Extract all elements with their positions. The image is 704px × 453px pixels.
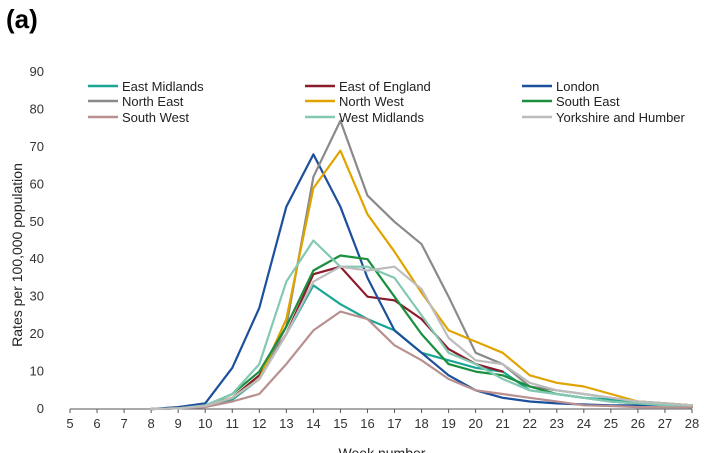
y-tick-label: 40 xyxy=(30,251,44,266)
chart-axes: 0 10 20 30 40 50 60 70 80 90 5 6 7 8 9 10 11 12 13 14 15 16 17… xyxy=(30,64,700,431)
x-tick-label: 28 xyxy=(685,416,699,431)
x-tick-label: 17 xyxy=(387,416,401,431)
x-tick-label: 14 xyxy=(306,416,320,431)
series-line-south-west xyxy=(150,310,694,411)
x-tick-label: 6 xyxy=(93,416,100,431)
legend-label: South West xyxy=(122,110,189,125)
series-layer xyxy=(150,119,694,411)
y-tick-label: 70 xyxy=(30,139,44,154)
x-tick-label: 11 xyxy=(226,416,240,431)
x-tick-label: 7 xyxy=(120,416,127,431)
x-tick-label: 23 xyxy=(550,416,564,431)
y-axis-label: Rates per 100,000 population xyxy=(9,163,25,347)
y-tick-label: 60 xyxy=(30,176,44,191)
series-line-yorkshire-and-humber xyxy=(150,265,694,411)
legend-label: North East xyxy=(122,94,184,109)
legend-label: West Midlands xyxy=(339,110,425,125)
panel-label: (a) xyxy=(6,4,38,34)
x-tick-label: 20 xyxy=(468,416,482,431)
x-tick-label: 26 xyxy=(631,416,645,431)
y-tick-label: 50 xyxy=(30,214,44,229)
legend-label: South East xyxy=(556,94,620,109)
x-tick-label: 24 xyxy=(577,416,591,431)
x-tick-label: 18 xyxy=(414,416,428,431)
legend-label: North West xyxy=(339,94,404,109)
legend-label: London xyxy=(556,79,599,94)
series-line-north-west xyxy=(150,149,694,411)
x-tick-label: 12 xyxy=(252,416,266,431)
x-tick-label: 21 xyxy=(495,416,509,431)
y-tick-label: 90 xyxy=(30,64,44,79)
series-line-london xyxy=(150,153,694,411)
x-tick-label: 27 xyxy=(658,416,672,431)
series-line-south-east xyxy=(150,254,694,411)
x-tick-label: 25 xyxy=(604,416,618,431)
legend-label: East of England xyxy=(339,79,431,94)
x-tick-label: 10 xyxy=(198,416,212,431)
x-tick-label: 22 xyxy=(523,416,537,431)
y-tick-label: 30 xyxy=(30,289,44,304)
x-tick-label: 15 xyxy=(333,416,347,431)
x-tick-label: 8 xyxy=(148,416,155,431)
x-tick-label: 16 xyxy=(360,416,374,431)
y-tick-label: 0 xyxy=(37,401,44,416)
x-tick-label: 13 xyxy=(279,416,293,431)
x-axis-label: Week number xyxy=(339,445,426,453)
chart-legend: East Midlands East of England London North … xyxy=(88,79,686,125)
legend-label: East Midlands xyxy=(122,79,204,94)
legend-label: Yorkshire and Humber xyxy=(556,110,686,125)
y-tick-label: 20 xyxy=(30,326,44,341)
y-tick-label: 80 xyxy=(30,101,44,116)
series-line-west-midlands xyxy=(150,239,694,411)
series-line-east-midlands xyxy=(150,284,694,411)
y-tick-label: 10 xyxy=(30,364,44,379)
x-tick-label: 9 xyxy=(175,416,182,431)
x-tick-label: 5 xyxy=(66,416,73,431)
x-tick-label: 19 xyxy=(441,416,455,431)
